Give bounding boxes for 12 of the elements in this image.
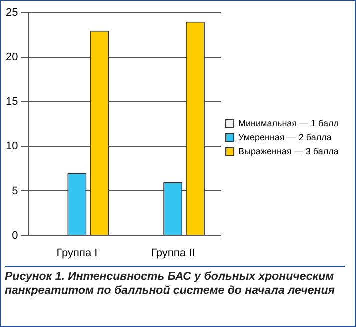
x-tick-label: Группа I [56,247,98,260]
y-tick-label: 5 [12,185,18,198]
legend-label: Выраженная — 3 балла [238,146,339,156]
y-tick-label: 0 [12,230,18,242]
y-tick-label: 15 [6,96,18,108]
text: Рисунок 1. Интенсивность БАС у больных хроническим панкреатитом по балльной системе до начала лечения [5,266,345,298]
x-tick-label: Группа II [151,247,196,260]
y-tick-label: 10 [6,140,18,153]
legend-label: Минимальная — 1 балл [238,118,339,128]
y-tick-label: 20 [6,52,18,64]
legend-label: Умеренная — 2 балла [238,132,332,142]
y-tick-label: 25 [6,7,18,20]
